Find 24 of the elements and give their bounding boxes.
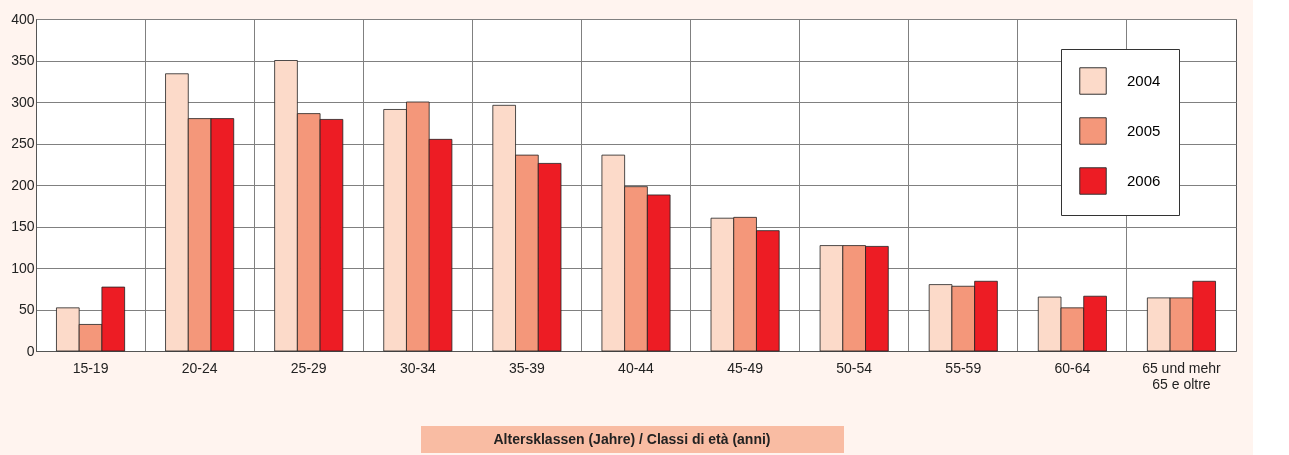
y-tick-label: 400 [11, 10, 35, 27]
x-tick-label: 30-34 [399, 359, 436, 376]
legend-label: 2005 [1127, 122, 1161, 139]
y-tick-label: 150 [11, 218, 35, 234]
y-tick-label: 200 [11, 176, 35, 193]
x-tick-label: 35-39 [509, 359, 546, 376]
x-axis-title: Altersklassen (Jahre) / Classi di età (anni) [493, 431, 771, 447]
y-tick-label: 350 [11, 52, 35, 68]
x-tick-label: 55-59 [945, 359, 982, 376]
x-tick-label: 50-54 [836, 359, 873, 376]
legend-label: 2006 [1127, 172, 1161, 189]
x-tick-label: 20-24 [181, 359, 218, 376]
x-tick-label: 40-44 [618, 359, 655, 376]
y-tick-label: 50 [18, 301, 35, 317]
x-tick-label: 60-64 [1054, 359, 1091, 376]
x-tick-label: 45-49 [727, 359, 764, 376]
y-tick-label: 250 [11, 135, 35, 151]
y-tick-label: 100 [11, 259, 35, 276]
x-tick-label: 25-29 [290, 359, 327, 376]
y-tick-label: 0 [26, 342, 35, 359]
y-tick-label: 300 [11, 93, 35, 110]
x-tick-label: 65 und mehr 65 e oltre [1142, 359, 1222, 392]
x-tick-label: 15-19 [72, 359, 109, 376]
legend-label: 2004 [1127, 72, 1161, 89]
